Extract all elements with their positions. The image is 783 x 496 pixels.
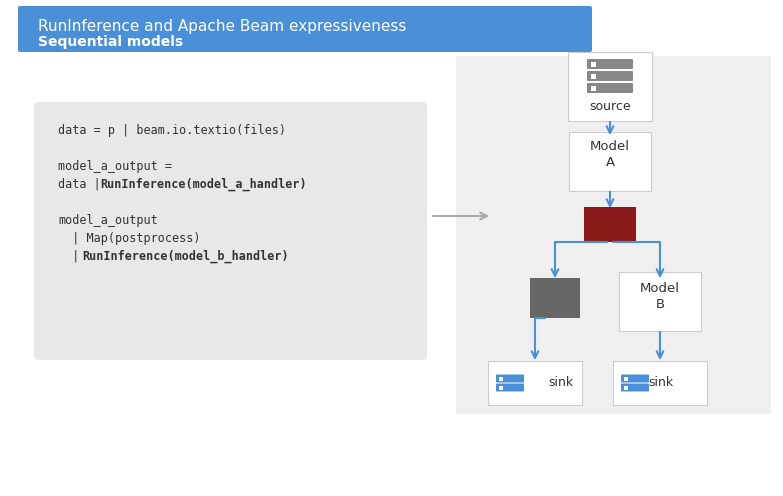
FancyBboxPatch shape (621, 374, 649, 382)
FancyBboxPatch shape (613, 361, 707, 405)
Bar (530, 278, 580, 318)
Text: Model
B: Model B (640, 282, 680, 310)
FancyBboxPatch shape (34, 102, 427, 360)
Text: model_a_output =: model_a_output = (58, 160, 172, 173)
Bar (591, 86, 596, 91)
Text: RunInference and Apache Beam expressiveness: RunInference and Apache Beam expressiven… (38, 19, 406, 34)
FancyBboxPatch shape (456, 56, 771, 414)
Bar (591, 74, 596, 79)
FancyBboxPatch shape (621, 383, 649, 391)
Text: RunInference(model_b_handler): RunInference(model_b_handler) (82, 250, 289, 263)
Text: Sequential models: Sequential models (38, 35, 183, 49)
Text: data |: data | (58, 178, 108, 191)
FancyBboxPatch shape (488, 361, 582, 405)
FancyBboxPatch shape (568, 52, 652, 121)
Text: | Map(postprocess): | Map(postprocess) (58, 232, 200, 245)
FancyBboxPatch shape (587, 83, 633, 93)
Text: RunInference(model_a_handler): RunInference(model_a_handler) (100, 178, 307, 191)
FancyBboxPatch shape (569, 131, 651, 190)
FancyBboxPatch shape (587, 59, 633, 69)
FancyBboxPatch shape (496, 383, 524, 391)
Bar (591, 62, 596, 67)
Text: source: source (589, 100, 631, 113)
Text: |: | (58, 250, 86, 263)
Text: sink: sink (648, 376, 673, 389)
FancyBboxPatch shape (619, 271, 701, 330)
FancyBboxPatch shape (18, 6, 592, 52)
Bar (624, 386, 628, 390)
Text: sink: sink (548, 376, 573, 389)
FancyBboxPatch shape (587, 71, 633, 81)
Text: Model
A: Model A (590, 139, 630, 169)
FancyBboxPatch shape (496, 374, 524, 382)
Text: model_a_output: model_a_output (58, 214, 157, 227)
Bar (624, 377, 628, 381)
Bar (499, 386, 503, 390)
Text: data = p | beam.io.textio(files): data = p | beam.io.textio(files) (58, 124, 286, 137)
Bar (499, 377, 503, 381)
Bar (584, 206, 636, 242)
